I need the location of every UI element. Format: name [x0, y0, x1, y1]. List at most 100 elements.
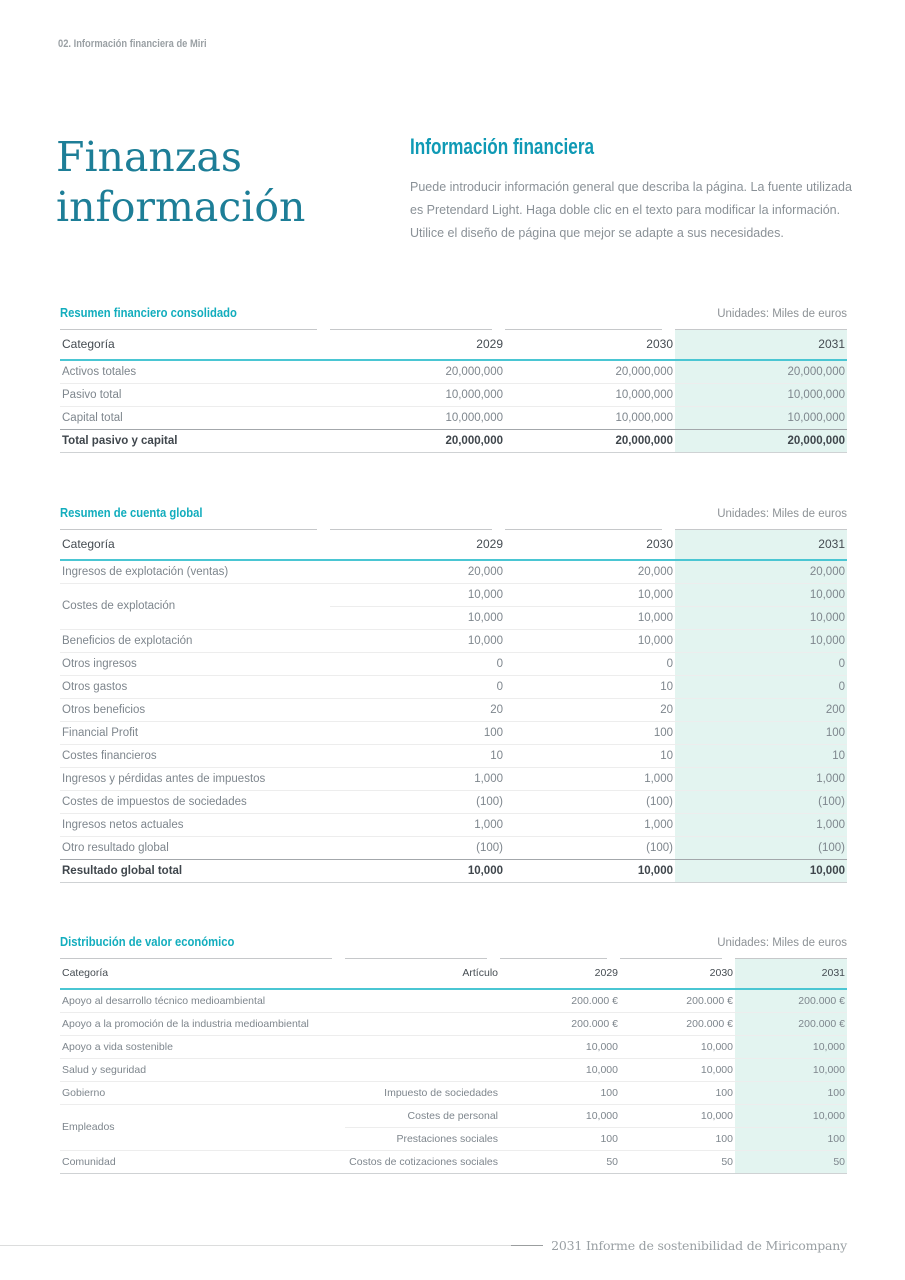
value-cell: 20 — [330, 698, 505, 722]
value-cell: 200.000 € — [620, 989, 735, 1013]
value-cell: 100 — [505, 721, 675, 745]
value-cell: 10,000 — [620, 1104, 735, 1128]
page-eyebrow: 02. Información financiera de Miri — [58, 38, 233, 50]
value-cell: 10 — [505, 744, 675, 768]
row-label: Otros gastos — [60, 675, 330, 699]
table-row: Prestaciones sociales 100 100 100 — [60, 1127, 847, 1151]
header-row: Categoría Artículo 2029 2030 2031 — [60, 958, 847, 990]
table-row: Apoyo a vida sostenible 10,000 10,000 10,00… — [60, 1035, 847, 1059]
value-cell: 0 — [505, 652, 675, 676]
row-label: Total pasivo y capital — [60, 429, 330, 453]
table-row: Costes financieros 10 10 10 — [60, 744, 847, 768]
value-cell: 10,000 — [500, 1035, 620, 1059]
page-eyebrow-text: 02. Información financiera de Miri — [58, 38, 207, 50]
value-cell: (100) — [675, 836, 847, 860]
value-cell: 10,000 — [330, 629, 505, 653]
row-label: Costes de explotación — [60, 583, 330, 630]
row-label: Financial Profit — [60, 721, 330, 745]
row-label: Apoyo a la promoción de la industria med… — [60, 1012, 345, 1036]
table-row: Costes de explotación 10,000 10,000 10,000 — [60, 583, 847, 630]
value-cell: 200.000 € — [735, 1012, 847, 1036]
value-cell: 10,000 — [675, 629, 847, 653]
intro-heading: Información financiera — [410, 134, 595, 159]
column-header: Artículo — [345, 958, 500, 990]
value-cell: 20,000 — [675, 560, 847, 584]
value-cell: 10,000 — [505, 629, 675, 653]
value-cell: 100 — [735, 1081, 847, 1105]
value-cell: (100) — [505, 790, 675, 814]
value-cell: 200.000 € — [735, 989, 847, 1013]
value-cell: 200 — [675, 698, 847, 722]
table-title: Distribución de valor económico — [60, 935, 235, 949]
table-header-row: Resumen de cuenta global Unidades: Miles… — [60, 506, 847, 520]
value-cell: 10,000 — [505, 606, 675, 630]
value-cell: 10,000 — [620, 1035, 735, 1059]
column-header: 2031 — [675, 529, 847, 561]
table-row: Ingresos de explotación (ventas) 20,000 20… — [60, 560, 847, 584]
table-row: Otro resultado global (100) (100) (100) — [60, 836, 847, 860]
footer-rule-accent — [511, 1245, 544, 1246]
row-label: Apoyo al desarrollo técnico medioambient… — [60, 989, 345, 1013]
value-cell: 10,000,000 — [330, 383, 505, 407]
row-label: Resultado global total — [60, 859, 330, 883]
value-cell: 20,000,000 — [330, 429, 505, 453]
table-row: Otros gastos 0 10 0 — [60, 675, 847, 699]
value-cell: 10,000,000 — [330, 406, 505, 430]
table-row: Otros beneficios 20 20 200 — [60, 698, 847, 722]
value-cell: 100 — [675, 721, 847, 745]
value-cell: 1,000 — [675, 813, 847, 837]
column-header: 2031 — [675, 329, 847, 361]
value-cell: 10 — [675, 744, 847, 768]
value-cell: 200.000 € — [500, 989, 620, 1013]
value-cell: 10,000,000 — [505, 406, 675, 430]
value-cell: 1,000 — [330, 813, 505, 837]
financial-table: Categoría Artículo 2029 2030 2031 Apoyo al de… — [60, 958, 847, 1174]
column-header: 2031 — [735, 958, 847, 990]
value-cell: 10,000 — [620, 1058, 735, 1082]
table-row: Ingresos netos actuales 1,000 1,000 1,000 — [60, 813, 847, 837]
table-row: Otros ingresos 0 0 0 — [60, 652, 847, 676]
table-row: Salud y seguridad 10,000 10,000 10,000 — [60, 1058, 847, 1082]
row-label: Costes financieros — [60, 744, 330, 768]
value-cell: 100 — [620, 1081, 735, 1105]
section-economic-value: Distribución de valor económico Unidades… — [60, 935, 847, 1174]
value-cell: 100 — [735, 1127, 847, 1151]
table-row: Ingresos y pérdidas antes de impuestos 1,… — [60, 767, 847, 791]
row-item — [345, 1035, 500, 1059]
value-cell: 1,000 — [505, 767, 675, 791]
financial-table: Categoría 2029 2030 2031 Ingresos de explota… — [60, 529, 847, 883]
row-label: Ingresos netos actuales — [60, 813, 330, 837]
header-row: Categoría 2029 2030 2031 — [60, 329, 847, 361]
column-header: 2030 — [620, 958, 735, 990]
value-cell: 20,000,000 — [505, 429, 675, 453]
table-row: Gobierno Impuesto de sociedades 100 100 100 — [60, 1081, 847, 1105]
row-label: Salud y seguridad — [60, 1058, 345, 1082]
table-row: Pasivo total 10,000,000 10,000,000 10,000,0… — [60, 383, 847, 407]
column-header: 2029 — [500, 958, 620, 990]
row-label: Otros ingresos — [60, 652, 330, 676]
value-cell: 1,000 — [330, 767, 505, 791]
table-row: Comunidad Costos de cotizaciones sociales… — [60, 1150, 847, 1174]
value-cell: 10,000 — [735, 1104, 847, 1128]
value-cell: 20,000,000 — [675, 360, 847, 384]
value-cell: 10,000,000 — [675, 406, 847, 430]
row-item: Prestaciones sociales — [345, 1127, 500, 1151]
row-item: Costos de cotizaciones sociales — [345, 1150, 500, 1174]
column-header: 2029 — [330, 529, 505, 561]
row-item: Impuesto de sociedades — [345, 1081, 500, 1105]
table-header-row: Resumen financiero consolidado Unidades:… — [60, 306, 847, 320]
row-label: Beneficios de explotación — [60, 629, 330, 653]
column-header: 2030 — [505, 329, 675, 361]
table-row: Empleados Costes de personal 10,000 10,000 1… — [60, 1104, 847, 1151]
table-row: Apoyo al desarrollo técnico medioambient… — [60, 989, 847, 1013]
row-label: Costes de impuestos de sociedades — [60, 790, 330, 814]
value-cell: 20 — [505, 698, 675, 722]
table-title: Resumen financiero consolidado — [60, 306, 237, 320]
value-cell: 10,000 — [500, 1058, 620, 1082]
value-cell: 1,000 — [675, 767, 847, 791]
value-cell: (100) — [330, 790, 505, 814]
table-row: Activos totales 20,000,000 20,000,000 20,00… — [60, 360, 847, 384]
value-cell: 20,000,000 — [505, 360, 675, 384]
row-label: Otros beneficios — [60, 698, 330, 722]
value-cell: 100 — [330, 721, 505, 745]
